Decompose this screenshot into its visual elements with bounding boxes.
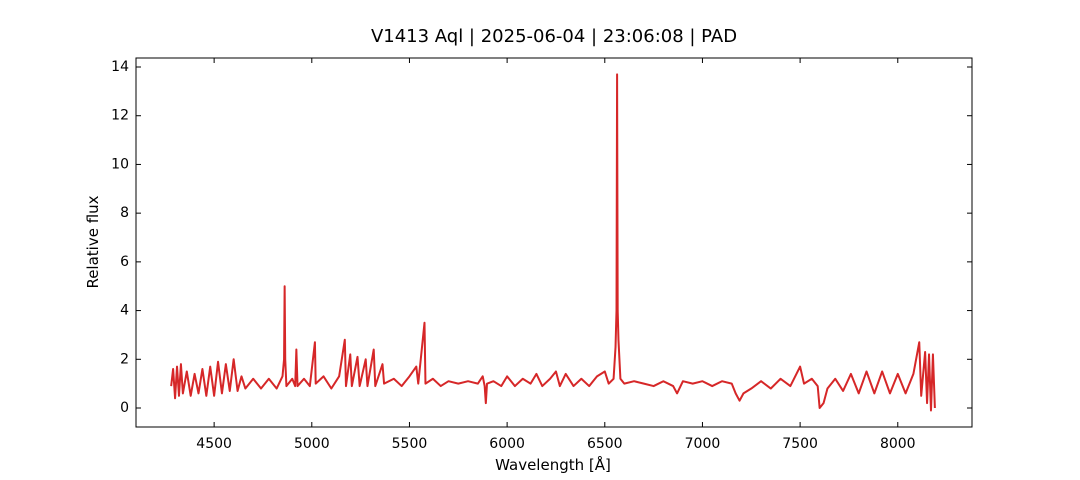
y-tick-label: 10 (111, 156, 129, 172)
chart-title: V1413 Aql | 2025-06-04 | 23:06:08 | PAD (371, 26, 737, 47)
y-tick-label: 6 (120, 254, 129, 270)
x-tick-label: 6000 (489, 436, 525, 452)
y-tick-label: 0 (120, 400, 129, 416)
y-axis-label: Relative flux (84, 195, 102, 288)
plot-frame (135, 57, 973, 428)
x-tick-label: 8000 (880, 436, 916, 452)
x-tick-label: 7500 (782, 436, 818, 452)
x-tick-label: 4500 (196, 436, 232, 452)
y-tick-label: 2 (120, 351, 129, 367)
y-tick-label: 4 (120, 303, 129, 319)
y-tick-label: 12 (111, 108, 129, 124)
x-tick-label: 6500 (587, 436, 623, 452)
x-tick-label: 5000 (294, 436, 330, 452)
x-tick-label: 7000 (685, 436, 721, 452)
y-tick-label: 8 (120, 205, 129, 221)
y-tick-label: 14 (111, 59, 129, 75)
spectrum-line (170, 73, 936, 412)
x-tick-label: 5500 (392, 436, 428, 452)
x-axis-label: Wavelength [Å] (495, 455, 611, 474)
